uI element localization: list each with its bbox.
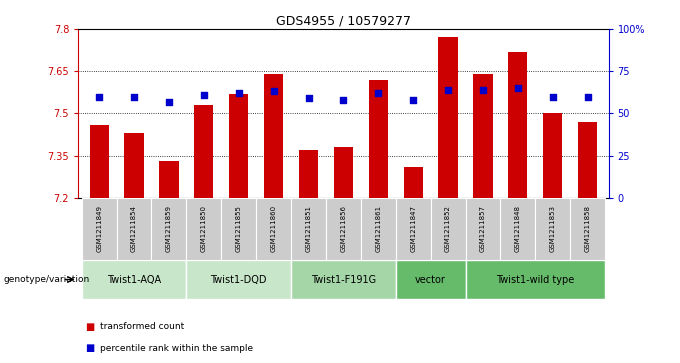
Point (582, 94, 593, 99)
Bar (571, 198, 605, 260)
Point (233, 90, 244, 96)
Text: GSM1211851: GSM1211851 (305, 205, 311, 252)
Text: GSM1211849: GSM1211849 (96, 205, 102, 252)
Bar (82, 260, 186, 299)
Bar (186, 198, 221, 260)
Bar (404, 167, 423, 198)
Text: Twist1-DQD: Twist1-DQD (211, 274, 267, 285)
Text: vector: vector (415, 274, 446, 285)
Bar (221, 198, 256, 260)
Text: GSM1211858: GSM1211858 (585, 205, 591, 252)
Bar (159, 161, 179, 198)
Point (338, 97, 349, 103)
Text: ■: ■ (85, 343, 95, 354)
Text: Twist1-AQA: Twist1-AQA (107, 274, 161, 285)
Bar (439, 37, 458, 198)
Bar (334, 147, 353, 198)
Text: Twist1-wild type: Twist1-wild type (496, 274, 575, 285)
Text: Twist1-F191G: Twist1-F191G (311, 274, 376, 285)
Bar (194, 105, 214, 198)
Text: transformed count: transformed count (100, 322, 184, 331)
Point (373, 90, 384, 96)
Bar (326, 198, 361, 260)
Bar (264, 74, 283, 198)
Text: GSM1211857: GSM1211857 (480, 205, 486, 252)
Bar (82, 198, 116, 260)
Point (129, 94, 139, 99)
Text: GSM1211848: GSM1211848 (515, 205, 521, 252)
Bar (361, 198, 396, 260)
Point (94, 94, 105, 99)
Bar (369, 80, 388, 198)
Text: GSM1211856: GSM1211856 (341, 205, 346, 252)
Bar (186, 260, 291, 299)
Bar (229, 94, 248, 198)
Text: GSM1211859: GSM1211859 (166, 205, 172, 252)
Bar (291, 260, 396, 299)
Text: GSM1211854: GSM1211854 (131, 205, 137, 252)
Bar (291, 198, 326, 260)
Bar (396, 260, 466, 299)
Text: GSM1211853: GSM1211853 (549, 205, 556, 252)
Point (163, 99, 174, 105)
Text: GSM1211855: GSM1211855 (236, 205, 241, 252)
Text: GSM1211861: GSM1211861 (375, 205, 381, 252)
Bar (430, 198, 466, 260)
Point (513, 85, 524, 91)
Bar (396, 198, 430, 260)
Point (443, 87, 454, 93)
Bar (466, 260, 605, 299)
Bar (466, 198, 500, 260)
Title: GDS4955 / 10579277: GDS4955 / 10579277 (276, 15, 411, 28)
Bar (124, 133, 143, 198)
Point (477, 87, 488, 93)
Point (547, 94, 558, 99)
Text: GSM1211852: GSM1211852 (445, 205, 451, 252)
Bar (256, 198, 291, 260)
Text: ■: ■ (85, 322, 95, 332)
Bar (543, 114, 562, 198)
Bar (578, 122, 597, 198)
Bar (535, 198, 571, 260)
Point (199, 92, 209, 98)
Bar (152, 198, 186, 260)
Text: GSM1211860: GSM1211860 (271, 205, 277, 252)
Text: GSM1211850: GSM1211850 (201, 205, 207, 252)
Point (303, 95, 314, 101)
Text: percentile rank within the sample: percentile rank within the sample (100, 344, 253, 353)
Point (408, 97, 419, 103)
Bar (116, 198, 152, 260)
Text: GSM1211847: GSM1211847 (410, 205, 416, 252)
Bar (299, 150, 318, 198)
Bar (500, 198, 535, 260)
Bar (473, 74, 492, 198)
Point (268, 89, 279, 94)
Text: genotype/variation: genotype/variation (3, 275, 90, 284)
Bar (90, 125, 109, 198)
Bar (508, 52, 528, 198)
